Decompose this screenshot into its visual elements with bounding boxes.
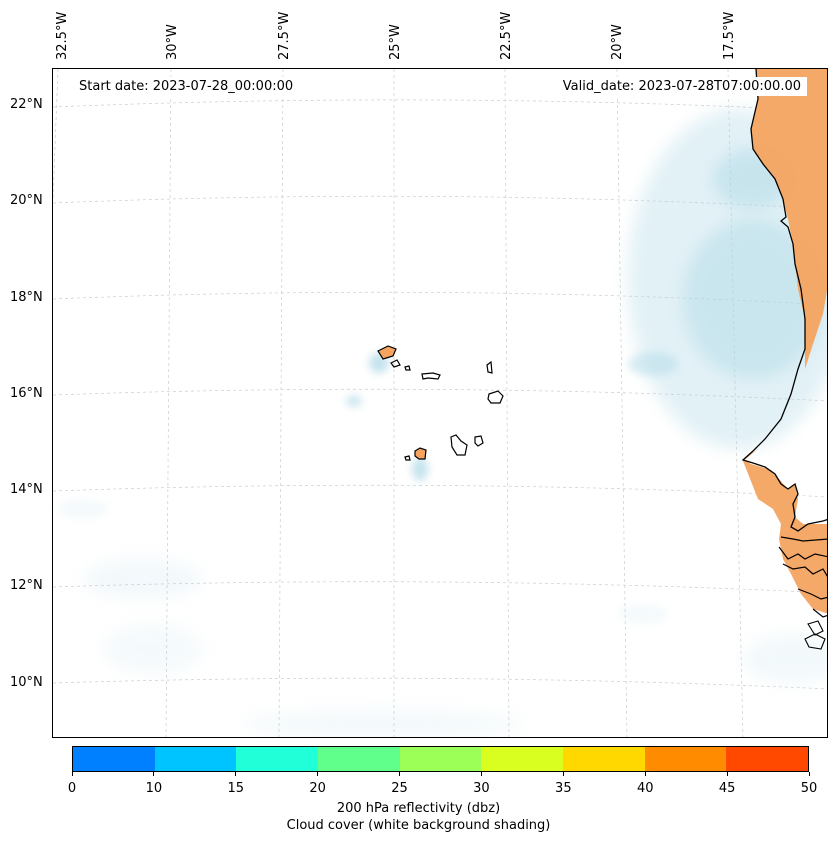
colorbar-tick-mark <box>726 772 728 776</box>
colorbar-tick-label: 25 <box>391 781 408 796</box>
colorbar-tick-mark <box>562 772 564 776</box>
colorbar-tick-mark <box>644 772 646 776</box>
colorbar-segment <box>644 747 727 771</box>
colorbar <box>72 746 809 772</box>
lat-label: 20°N <box>10 193 43 208</box>
colorbar-tick-mark <box>808 772 810 776</box>
colorbar-tick-label: 50 <box>800 781 818 796</box>
lat-label: 12°N <box>10 578 43 593</box>
start-date-label: Start date: 2023-07-28_00:00:00 <box>73 77 300 96</box>
colorbar-tick-mark <box>317 772 319 776</box>
lat-label: 16°N <box>10 386 43 401</box>
colorbar-segment <box>481 747 564 771</box>
colorbar-tick-label: 20 <box>309 781 326 796</box>
lat-label: 18°N <box>10 290 43 305</box>
lon-label: 22.5°W <box>499 11 514 60</box>
colorbar-segment <box>318 747 400 771</box>
colorbar-tick-mark <box>235 772 237 776</box>
lon-label: 20°W <box>610 24 625 60</box>
cape-verde-islands <box>377 345 504 461</box>
lat-label: 10°N <box>10 675 43 690</box>
colorbar-label: 200 hPa reflectivity (dbz) <box>336 801 501 816</box>
colorbar-tick-label: 0 <box>67 781 77 796</box>
colorbar-tick-label: 15 <box>227 781 245 796</box>
lat-label: 22°N <box>10 97 43 112</box>
lon-label: 30°W <box>165 24 180 60</box>
map-canvas <box>53 69 827 737</box>
colorbar-segment <box>236 747 319 771</box>
colorbar-tick-label: 35 <box>555 781 572 796</box>
map-panel: Start date: 2023-07-28_00:00:00 Valid_da… <box>52 68 828 738</box>
colorbar-segment <box>726 747 809 771</box>
lon-label: 27.5°W <box>277 11 292 60</box>
cloud-shading <box>58 109 827 737</box>
colorbar-tick-mark <box>71 772 73 776</box>
lat-label: 14°N <box>10 482 43 497</box>
colorbar-segment <box>154 747 237 771</box>
colorbar-tick-label: 40 <box>636 781 654 796</box>
colorbar-segment <box>399 747 482 771</box>
valid-date-label: Valid_date: 2023-07-28T07:00:00.00 <box>556 77 807 96</box>
lon-label: 17.5°W <box>722 11 737 60</box>
colorbar-tick-label: 30 <box>473 781 490 796</box>
africa-coast <box>741 69 827 650</box>
lon-label: 25°W <box>388 24 403 60</box>
colorbar-tick-label: 10 <box>145 781 163 796</box>
colorbar-segment <box>73 747 155 771</box>
colorbar-sublabel: Cloud cover (white background shading) <box>286 818 551 833</box>
colorbar-segment <box>563 747 645 771</box>
colorbar-tick-mark <box>153 772 155 776</box>
colorbar-tick-mark <box>480 772 482 776</box>
lon-label: 32.5°W <box>55 11 70 60</box>
colorbar-tick-mark <box>399 772 401 776</box>
colorbar-tick-label: 45 <box>718 781 736 796</box>
